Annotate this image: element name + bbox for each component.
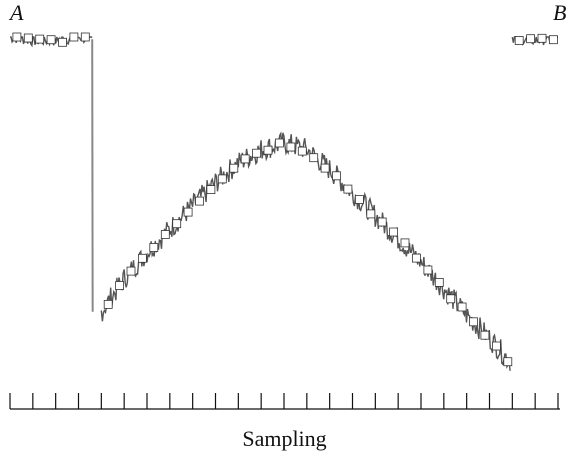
- sample-markers: [12, 32, 558, 367]
- sample-marker: [320, 163, 330, 173]
- sample-marker: [434, 277, 444, 287]
- sample-marker: [354, 195, 364, 204]
- sample-marker: [23, 33, 33, 43]
- sample-marker: [183, 207, 193, 217]
- sample-marker: [46, 35, 56, 45]
- sample-marker: [446, 294, 456, 304]
- sample-marker: [457, 302, 467, 312]
- sample-marker: [514, 36, 524, 45]
- sample-marker: [537, 33, 547, 43]
- sample-marker: [217, 174, 227, 184]
- sample-marker: [469, 317, 478, 327]
- sample-marker: [297, 146, 307, 156]
- sample-marker: [491, 341, 501, 351]
- sample-marker: [526, 34, 535, 44]
- sample-marker: [480, 330, 490, 340]
- x-axis-label: Sampling: [242, 426, 327, 451]
- sample-marker: [503, 357, 513, 367]
- sample-marker: [229, 163, 239, 173]
- sample-marker: [69, 32, 79, 42]
- sample-marker: [206, 185, 216, 195]
- sample-marker: [366, 209, 376, 219]
- sample-marker: [389, 227, 399, 237]
- endpoint-label-a: A: [10, 0, 24, 25]
- sample-marker: [332, 171, 341, 181]
- endpoint-label-b: B: [553, 0, 567, 25]
- sample-marker: [263, 145, 273, 155]
- sample-marker: [343, 184, 353, 194]
- sample-marker: [12, 32, 22, 42]
- sample-marker: [377, 217, 387, 227]
- sample-marker: [137, 253, 147, 263]
- sample-marker: [80, 32, 90, 42]
- sample-marker: [195, 196, 204, 206]
- sample-marker: [286, 142, 296, 152]
- sample-marker: [149, 243, 159, 252]
- trace-segment: [100, 131, 511, 371]
- x-axis: [9, 393, 560, 410]
- sample-marker: [400, 238, 410, 248]
- sample-marker: [240, 154, 250, 164]
- sample-marker: [58, 37, 67, 47]
- sample-marker: [115, 281, 124, 290]
- sample-marker: [423, 265, 433, 275]
- sample-marker: [274, 138, 284, 148]
- sample-marker: [172, 219, 182, 229]
- sample-marker: [411, 253, 421, 263]
- sample-marker: [549, 35, 558, 45]
- sample-marker: [309, 153, 319, 163]
- sample-marker: [35, 34, 45, 44]
- sample-marker: [103, 299, 113, 309]
- sample-marker: [126, 266, 136, 276]
- sample-marker: [252, 148, 262, 158]
- sample-marker: [160, 230, 170, 239]
